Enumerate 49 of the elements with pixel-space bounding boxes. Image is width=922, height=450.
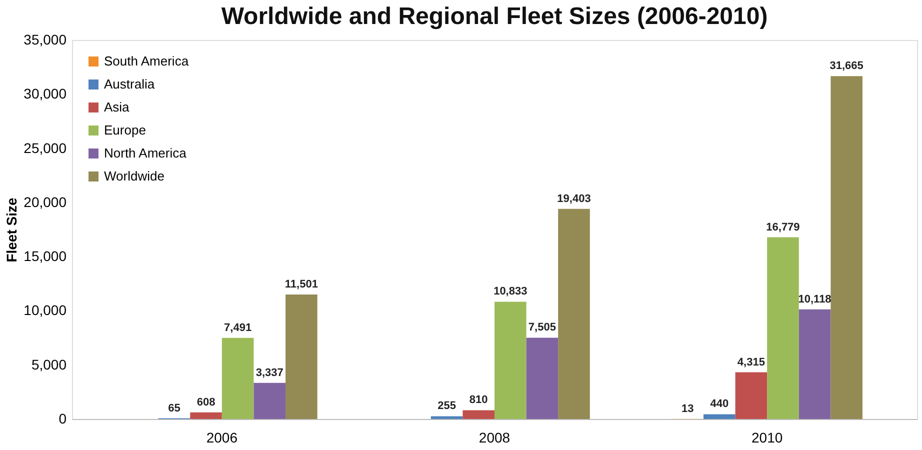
data-label: 440 <box>710 398 729 410</box>
bar <box>767 237 799 419</box>
data-label: 16,779 <box>766 221 800 234</box>
data-label: 608 <box>196 396 216 408</box>
x-tick-label: 2008 <box>478 430 510 446</box>
data-label: 3,337 <box>256 366 284 379</box>
y-tick-label: 5,000 <box>31 356 67 372</box>
legend-label: Australia <box>104 76 156 92</box>
x-tick-label: 2006 <box>206 430 238 446</box>
y-tick-label: 35,000 <box>24 32 67 48</box>
legend-label: Europe <box>104 122 146 138</box>
bar <box>254 382 286 419</box>
data-label: 11,501 <box>284 278 318 290</box>
data-label: 65 <box>168 402 180 414</box>
legend-label: Asia <box>104 100 130 114</box>
data-label: 7,491 <box>224 322 252 334</box>
bar <box>703 414 736 419</box>
x-tick-label: 2010 <box>752 430 783 446</box>
y-tick-label: 0 <box>58 410 67 426</box>
bar <box>190 412 222 419</box>
legend-label: South America <box>104 54 190 68</box>
data-label: 4,315 <box>737 356 765 368</box>
data-label: 10,833 <box>494 286 528 298</box>
data-label: 13 <box>681 402 694 415</box>
data-label: 7,505 <box>528 322 556 334</box>
y-tick-label: 10,000 <box>24 302 67 318</box>
y-tick-label: 30,000 <box>24 86 67 102</box>
data-label: 19,403 <box>557 192 591 205</box>
bar <box>735 372 768 419</box>
bar <box>830 76 862 419</box>
data-label: 255 <box>438 400 456 412</box>
data-label: 31,665 <box>830 60 864 72</box>
bar <box>430 416 463 419</box>
legend-label: North America <box>104 146 188 160</box>
bar <box>798 309 831 419</box>
y-tick-label: 15,000 <box>24 248 67 264</box>
bar <box>526 338 558 419</box>
data-label: 810 <box>469 394 488 406</box>
bar <box>494 302 526 419</box>
bar <box>286 294 318 419</box>
legend-label: Worldwide <box>104 168 164 184</box>
y-axis-title: Fleet Size <box>4 198 20 262</box>
bar <box>222 338 254 419</box>
bar <box>558 208 590 419</box>
chart-title: Worldwide and Regional Fleet Sizes (2006-2010) <box>221 3 768 30</box>
bar <box>462 410 494 419</box>
data-label: 10,118 <box>798 293 832 306</box>
y-tick-label: 20,000 <box>24 194 67 210</box>
y-tick-label: 25,000 <box>24 140 67 156</box>
